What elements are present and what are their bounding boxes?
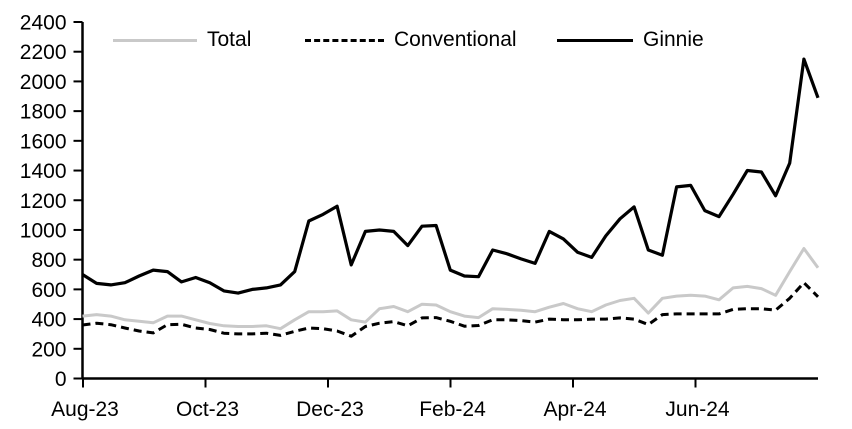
series-line-conventional <box>82 281 820 338</box>
y-tick-label: 200 <box>31 338 66 361</box>
legend-label-total: Total <box>207 28 252 51</box>
series-lines <box>81 57 820 338</box>
y-tick-label: 400 <box>31 309 66 332</box>
x-tick-label: Dec-23 <box>296 398 364 421</box>
y-tick-label: 2200 <box>20 41 67 64</box>
y-tick-label: 1000 <box>20 219 67 242</box>
legend-swatch-ginnie-line <box>557 38 633 42</box>
tick-labels: 0 200 400 600 800 1000 1200 1400 1600 1800 2000 220… <box>20 12 730 422</box>
legend-label-conventional: Conventional <box>394 28 517 51</box>
legend-item-conventional: Conventional <box>305 29 517 51</box>
x-tick-label: Jun-24 <box>665 398 730 421</box>
legend-swatch-conventional-line <box>305 38 384 42</box>
legend-swatch-total-line <box>113 38 197 42</box>
y-tick-label: 1400 <box>20 160 67 183</box>
x-tick-label: Apr-24 <box>543 398 606 421</box>
legend-item-ginnie: Ginnie <box>557 29 704 51</box>
y-tick-label: 0 <box>55 368 67 391</box>
legend-item-total: Total <box>113 29 251 51</box>
y-tick-label: 2000 <box>20 71 67 94</box>
y-tick-label: 1800 <box>20 101 67 124</box>
y-tick-label: 1600 <box>20 130 67 153</box>
axes <box>73 21 818 388</box>
y-tick-label: 800 <box>31 249 66 272</box>
series-line-ginnie <box>81 57 820 295</box>
legend-label-ginnie: Ginnie <box>643 28 704 51</box>
y-tick-label: 600 <box>31 279 66 302</box>
y-tick-label: 1200 <box>20 190 67 213</box>
x-tick-label: Oct-23 <box>176 398 239 421</box>
x-tick-label: Feb-24 <box>419 398 486 421</box>
y-tick-label: 2400 <box>20 12 67 35</box>
x-tick-label: Aug-23 <box>51 398 119 421</box>
series-line-total <box>82 247 820 331</box>
